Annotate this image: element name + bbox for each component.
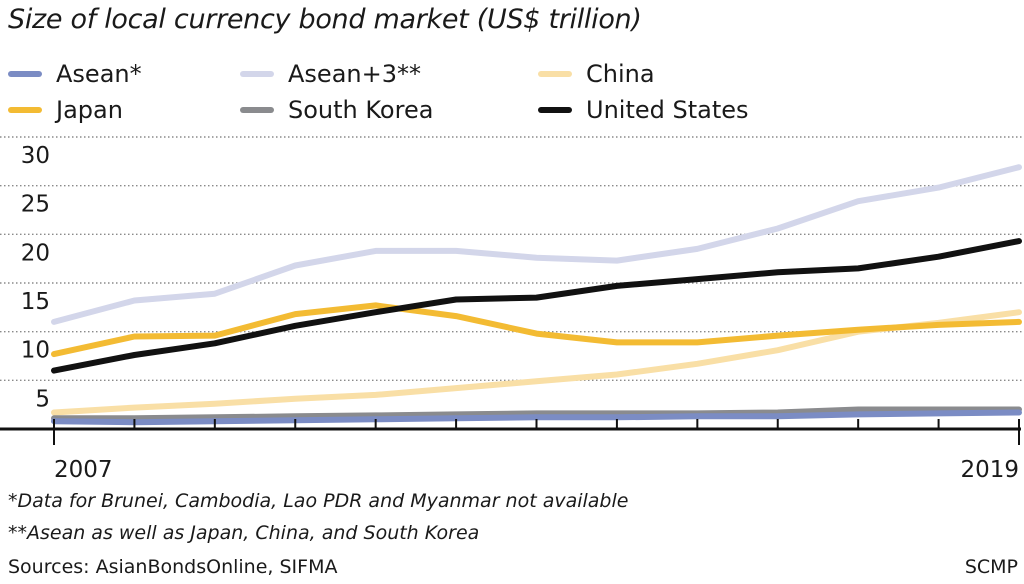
legend: Asean* Asean+3** China Japan South Korea…	[8, 56, 1008, 136]
x-axis	[0, 419, 1021, 445]
legend-swatch-japan	[8, 107, 42, 113]
footnote-asean-plus-3: **Asean as well as Japan, China, and Sou…	[8, 522, 480, 544]
credit-text: SCMP	[964, 556, 1018, 578]
legend-item-south-korea: South Korea	[240, 92, 433, 128]
y-tick-label: 15	[21, 289, 50, 315]
x-tick-label-start: 2007	[54, 457, 113, 483]
legend-label-japan: Japan	[56, 96, 123, 124]
legend-item-asean: Asean*	[8, 56, 142, 92]
series-lines	[51, 164, 1022, 426]
y-tick-label: 20	[21, 240, 50, 266]
series-line-south-korea	[51, 406, 1022, 422]
y-tick-label: 5	[35, 386, 50, 412]
chart-title: Size of local currency bond market (US$ …	[8, 4, 642, 35]
footnote-asean: *Data for Brunei, Cambodia, Lao PDR and …	[8, 490, 629, 512]
series-line-asean-3	[51, 164, 1022, 325]
legend-swatch-asean	[8, 71, 42, 77]
legend-label-china: China	[586, 60, 655, 88]
legend-item-japan: Japan	[8, 92, 123, 128]
sources-text: Sources: AsianBondsOnline, SIFMA	[8, 556, 338, 578]
series-line-japan	[51, 302, 1022, 358]
legend-item-united-states: United States	[538, 92, 749, 128]
legend-swatch-china	[538, 71, 572, 77]
x-tick-label-end: 2019	[960, 457, 1019, 483]
legend-label-united-states: United States	[586, 96, 749, 124]
gridlines	[0, 136, 1024, 382]
y-tick-label: 10	[21, 338, 50, 364]
legend-label-south-korea: South Korea	[288, 96, 434, 124]
x-axis-labels: 2007 2019	[54, 457, 1019, 483]
y-tick-label: 30	[21, 143, 50, 169]
legend-item-asean-plus-3: Asean+3**	[240, 56, 421, 92]
y-tick-label: 25	[21, 192, 50, 218]
line-chart: 5 10 15 20 25 30 2007 2019	[0, 136, 1024, 483]
legend-swatch-asean-plus-3	[240, 71, 274, 77]
legend-swatch-united-states	[538, 107, 572, 113]
legend-swatch-south-korea	[240, 107, 274, 113]
legend-label-asean: Asean*	[56, 60, 142, 88]
y-axis-labels: 5 10 15 20 25 30	[21, 143, 50, 412]
legend-item-china: China	[538, 56, 655, 92]
legend-label-asean-plus-3: Asean+3**	[288, 60, 421, 88]
series-line-united-states	[51, 238, 1022, 374]
